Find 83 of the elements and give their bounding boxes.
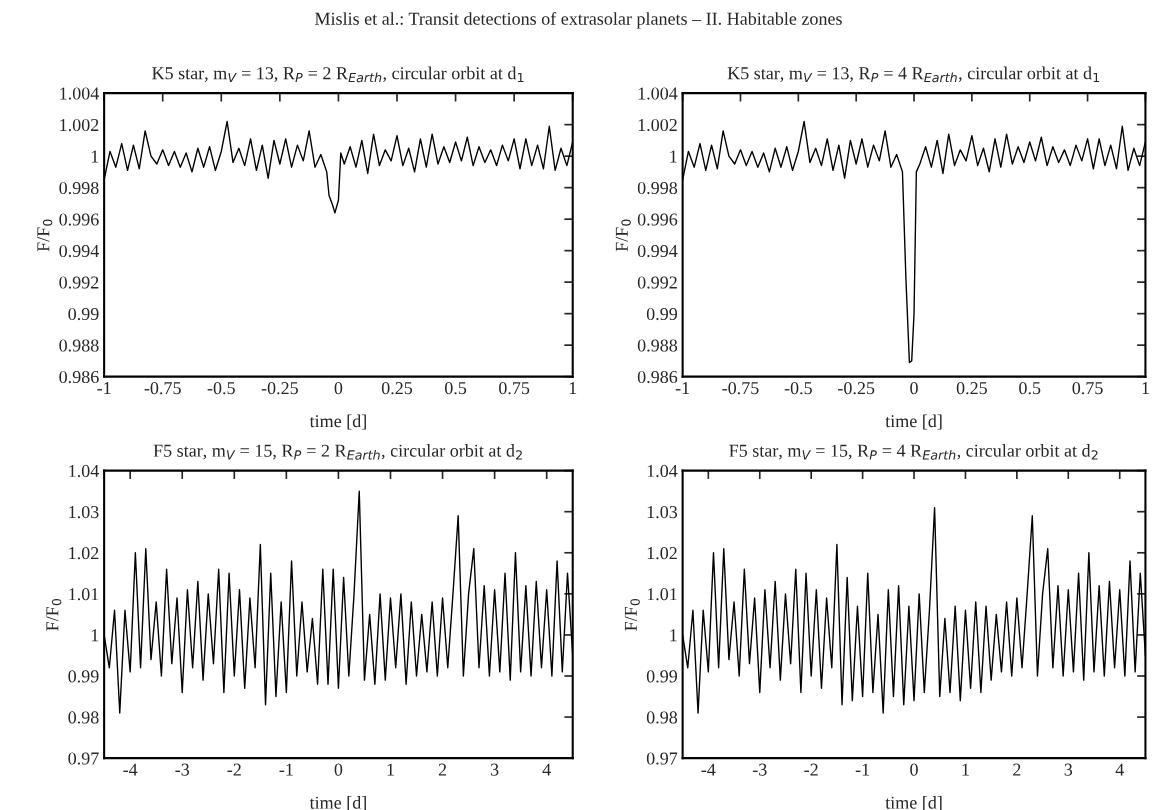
- x-tick-label: -0.75: [144, 382, 181, 395]
- text: Mislis et al.: Transit detections of extrasolar planets – II. Habitable zones: [315, 11, 842, 29]
- x-tick-label: -4: [701, 763, 716, 776]
- x-tick-label: -2: [804, 763, 818, 776]
- x-tick-label: 0: [334, 763, 343, 776]
- x-tick-label: -3: [752, 763, 767, 776]
- x-axis-title: time [d]: [885, 414, 942, 430]
- y-tick-label: 0.99: [646, 307, 678, 321]
- x-tick-label: 0.25: [381, 382, 413, 395]
- y-tick-label: 1: [670, 150, 677, 163]
- y-tick-label: 0.98: [646, 711, 678, 724]
- y-tick-label: 1.004: [638, 87, 678, 100]
- y-tick-label: 0.994: [637, 244, 678, 258]
- y-tick-label: 0.99: [646, 670, 678, 683]
- y-tick-label: 0.97: [68, 752, 99, 765]
- y-tick-label: 0.994: [59, 244, 99, 258]
- chart-title: F5 star, m$_{V}$ = 15, R$_{P}$ = 2 R$_{Earth}$, circular orbit at d$_{2}$: [153, 444, 522, 460]
- x-tick-label: 3: [490, 763, 499, 776]
- x-tick-label: -1: [279, 763, 293, 776]
- y-tick-label: 0.988: [637, 339, 678, 352]
- y-tick-label: 1.03: [69, 505, 99, 519]
- y-tick-label: 1: [670, 629, 677, 642]
- x-tick-label: 0: [910, 382, 918, 395]
- y-tick-label: 1.004: [60, 87, 99, 100]
- chart-title: K5 star, m$_{V}$ = 13, R$_{P}$ = 2 R$_{Earth}$, circular orbit at d$_{1}$: [152, 66, 524, 83]
- y-tick-label: 0.98: [68, 711, 99, 724]
- y-tick-label: 0.986: [637, 370, 678, 384]
- x-tick-label: 4: [542, 763, 551, 776]
- y-tick-label: 0.998: [637, 181, 678, 195]
- y-tick-label: 0.998: [59, 181, 99, 195]
- y-axis-title: F/F$_{0}$: [624, 598, 640, 631]
- x-tick-label: -1: [855, 763, 870, 776]
- y-tick-label: 1: [91, 150, 99, 163]
- x-tick-label: -1: [675, 382, 690, 395]
- x-tick-label: 1: [962, 763, 969, 776]
- x-tick-label: 0.75: [499, 382, 530, 395]
- y-tick-label: 0.996: [59, 213, 99, 226]
- y-tick-label: 1: [91, 629, 99, 642]
- x-tick-label: 3: [1064, 763, 1073, 776]
- x-tick-label: -0.5: [207, 382, 235, 395]
- y-tick-label: 1.02: [647, 547, 677, 560]
- y-tick-label: 1.04: [647, 464, 678, 478]
- x-tick-label: -1: [97, 382, 111, 395]
- x-tick-label: 0.5: [444, 382, 467, 395]
- y-axis-title: F/F$_{0}$: [46, 598, 62, 631]
- chart-title: K5 star, m$_{V}$ = 13, R$_{P}$ = 4 R$_{Earth}$, circular orbit at d$_{1}$: [727, 66, 1100, 83]
- x-tick-label: 0.25: [956, 382, 987, 395]
- y-tick-label: 1.01: [647, 588, 677, 601]
- x-tick-label: -3: [175, 763, 190, 776]
- y-tick-label: 0.992: [637, 276, 677, 289]
- y-tick-label: 0.97: [646, 752, 678, 765]
- chart-title: F5 star, m$_{V}$ = 15, R$_{P}$ = 4 R$_{Earth}$, circular orbit at d$_{2}$: [729, 444, 1098, 460]
- x-tick-label: -4: [123, 763, 138, 776]
- y-tick-label: 1.01: [69, 588, 99, 601]
- x-tick-label: 0: [334, 382, 343, 395]
- y-tick-label: 1.002: [60, 118, 99, 132]
- x-tick-label: 2: [1013, 763, 1021, 776]
- x-tick-label: -2: [227, 763, 241, 776]
- x-tick-label: -0.5: [784, 382, 812, 395]
- y-tick-label: 0.996: [637, 213, 678, 226]
- x-tick-label: 0: [910, 763, 918, 776]
- x-tick-label: -0.25: [838, 382, 875, 395]
- x-tick-label: -0.25: [261, 382, 298, 395]
- y-tick-label: 1.03: [647, 505, 678, 519]
- y-tick-label: 1.002: [638, 118, 677, 132]
- x-tick-label: 0.5: [1019, 382, 1041, 395]
- y-tick-label: 0.988: [59, 339, 99, 352]
- x-tick-label: 2: [438, 763, 447, 776]
- y-axis-title: F/F$_{0}$: [37, 219, 53, 252]
- y-tick-label: 0.992: [59, 276, 99, 289]
- y-axis-title: F/F$_{0}$: [615, 219, 631, 252]
- y-tick-label: 0.99: [68, 307, 99, 321]
- x-tick-label: 1: [1142, 382, 1149, 395]
- y-tick-label: 0.986: [59, 370, 99, 384]
- x-tick-label: 1: [387, 763, 394, 776]
- y-tick-label: 1.04: [69, 464, 99, 478]
- x-tick-label: -0.75: [722, 382, 759, 395]
- y-tick-label: 1.02: [69, 547, 99, 560]
- x-axis-title: time [d]: [309, 414, 366, 430]
- x-tick-label: 1: [569, 382, 577, 395]
- y-tick-label: 0.99: [68, 670, 99, 683]
- x-tick-label: 4: [1115, 763, 1124, 776]
- x-tick-label: 0.75: [1072, 382, 1103, 395]
